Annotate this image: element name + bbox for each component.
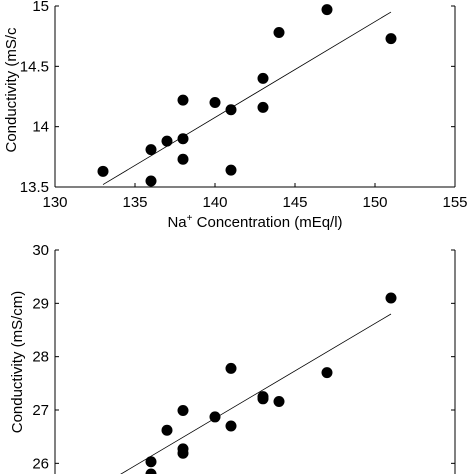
data-point — [209, 411, 221, 423]
data-point — [177, 153, 189, 165]
y-tick-label: 27 — [32, 402, 49, 419]
x-axis-title: Na+ Concentration (mEq/l) — [167, 213, 342, 231]
data-point — [161, 135, 173, 147]
data-point — [225, 164, 237, 176]
y-tick-label: 14 — [32, 119, 49, 136]
data-point — [321, 4, 333, 16]
y-tick-label: 26 — [32, 455, 49, 472]
data-point — [321, 367, 333, 379]
data-point — [177, 447, 189, 459]
data-point — [273, 395, 285, 407]
data-point — [225, 420, 237, 432]
data-point — [161, 424, 173, 436]
y-tick-label: 14.5 — [20, 58, 49, 75]
data-point — [145, 144, 157, 156]
y-axis-title: Conductivity (mS/cm) — [9, 291, 26, 434]
data-point — [145, 175, 157, 187]
x-tick-label: 130 — [42, 194, 67, 211]
data-point — [225, 362, 237, 374]
data-point — [177, 94, 189, 106]
data-point — [257, 391, 269, 403]
data-point — [145, 456, 157, 468]
data-point — [177, 133, 189, 145]
x-tick-label: 150 — [362, 194, 387, 211]
chart-2: 26 27 28 29 30 Conductivity (mS/cm) — [9, 242, 456, 474]
chart-1: 13.5 14 14.5 15 130 135 140 145 150 155 Na+ Concen… — [3, 0, 468, 231]
data-point — [225, 104, 237, 116]
data-point — [257, 72, 269, 84]
y-axis-title: Conductivity (mS/c — [3, 27, 20, 153]
x-tick-label: 140 — [202, 194, 227, 211]
y-tick-label: 15 — [32, 0, 49, 15]
data-point — [177, 405, 189, 417]
y-tick-label: 13.5 — [20, 179, 49, 196]
data-point — [145, 468, 157, 474]
y-tick-label: 28 — [32, 349, 49, 366]
regression-line — [120, 313, 392, 474]
data-point — [209, 97, 221, 109]
x-tick-label: 135 — [122, 194, 147, 211]
regression-line — [102, 11, 392, 185]
data-point — [257, 101, 269, 113]
data-point — [385, 33, 397, 45]
x-tick-label: 155 — [442, 194, 467, 211]
data-point — [273, 27, 285, 39]
y-tick-label: 30 — [32, 242, 49, 259]
data-point — [97, 165, 109, 177]
x-tick-label: 145 — [282, 194, 307, 211]
data-point — [385, 292, 397, 304]
y-tick-label: 29 — [32, 295, 49, 312]
